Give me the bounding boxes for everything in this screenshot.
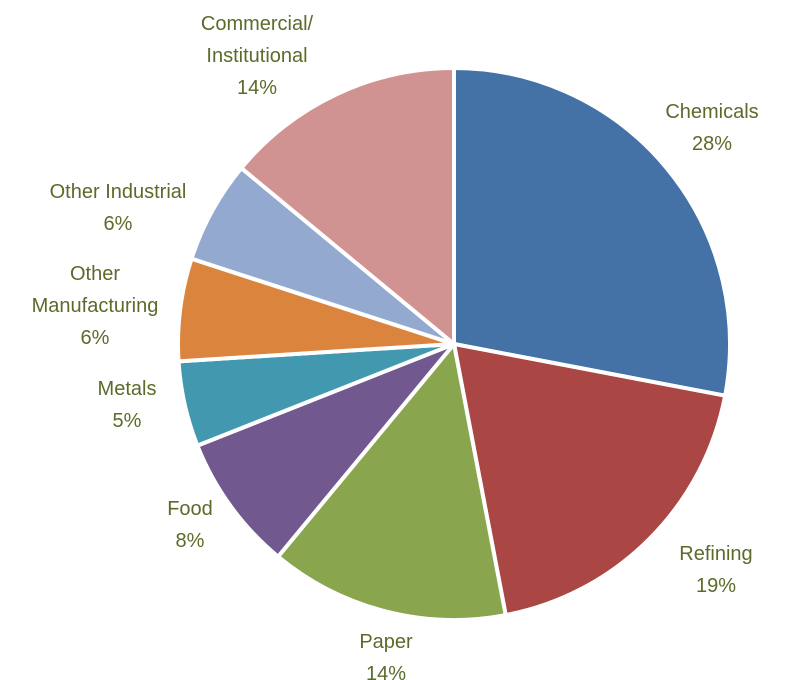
label-value-other-manufacturing: 6% <box>81 327 110 349</box>
label-value-metals: 5% <box>113 410 142 432</box>
slice-paper <box>275 339 509 622</box>
label-commercial-institutional: Commercial/Institutional 14% <box>201 13 314 99</box>
label-value-chemicals: 28% <box>692 133 732 155</box>
label-name-refining: Refining <box>679 543 752 565</box>
label-name-metals: Metals <box>98 378 157 400</box>
label-metals: Metals 5% <box>98 378 157 432</box>
label-name-other-manufacturing: Manufacturing <box>32 295 159 317</box>
label-name-other-industrial: Other Industrial <box>50 181 187 203</box>
label-name-paper: Paper <box>359 631 413 653</box>
label-refining: Refining 19% <box>679 543 752 597</box>
label-value-other-industrial: 6% <box>104 213 133 235</box>
slice-food <box>194 342 456 560</box>
label-name-other-manufacturing: Other <box>70 263 120 285</box>
label-other-manufacturing: Other Manufacturing 6% <box>32 263 159 349</box>
label-food: Food 8% <box>167 498 213 552</box>
slice-commercial-institutional <box>238 65 456 349</box>
label-other-industrial: Other Industrial 6% <box>50 181 187 235</box>
label-value-refining: 19% <box>696 575 736 597</box>
label-name-commercial-institutional: Institutional <box>206 45 307 67</box>
label-name-chemicals: Chemicals <box>665 101 758 123</box>
label-value-paper: 14% <box>366 663 406 680</box>
label-name-food: Food <box>167 498 213 520</box>
label-value-commercial-institutional: 14% <box>237 77 277 99</box>
label-chemicals: Chemicals 28% <box>665 101 758 155</box>
slice-refining <box>451 341 728 618</box>
slice-chemicals <box>452 65 732 399</box>
label-paper: Paper 14% <box>359 631 413 680</box>
label-value-food: 8% <box>176 530 205 552</box>
pie-labels: Chemicals 28% Refining 19% Paper 14% Food 8% Met… <box>32 13 759 680</box>
label-name-commercial-institutional: Commercial/ <box>201 13 314 35</box>
pie-slices <box>176 65 732 622</box>
